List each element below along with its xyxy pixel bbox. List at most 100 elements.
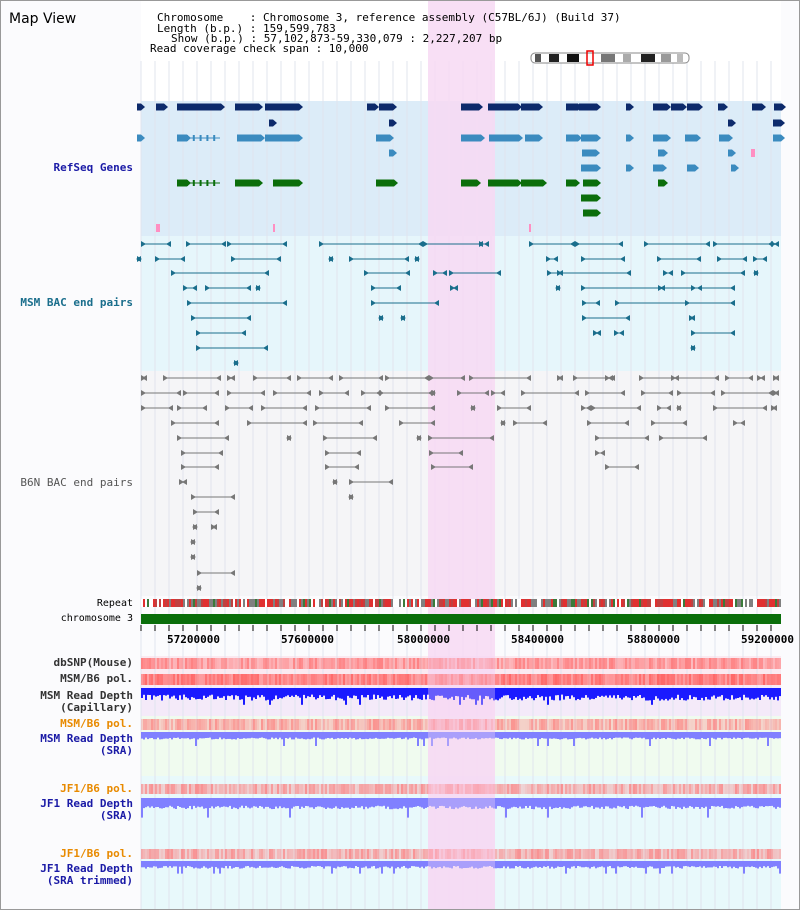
track-label-msm-depth-sra[interactable]: MSM Read Depth [40,732,133,745]
jf1-depth-trim-bar [343,861,345,867]
repeat-element [631,599,633,607]
jf1-pol-cell [553,784,555,794]
msm-depth-cap-bar [591,688,593,699]
jf1-pol-cell [551,784,553,794]
track-label-dbsnp[interactable]: dbSNP(Mouse) [53,656,133,669]
msm-depth-cap-bar [345,688,347,705]
msm-depth-sra-bar [199,732,201,739]
jf1-pol-cell [381,784,383,794]
refseq-gene [719,134,729,142]
jf1-pol-cell [499,784,501,794]
jf1-pol2-cell [555,849,557,859]
msm-depth-sra-bar [723,732,725,738]
jf1-pol-cell [397,784,399,794]
jf1-depth-trim-bar [257,861,259,868]
jf1-depth-sra-bar [417,798,419,806]
jf1-pol2-cell [485,849,487,859]
repeat-element [695,599,697,607]
msm-pol2-cell [551,719,553,730]
dbsnp-cell [419,658,421,669]
track-label-jf1-pol-1[interactable]: JF1/B6 pol. [60,782,133,795]
track-label-b6n-bac[interactable]: B6N BAC end pairs [20,476,133,489]
track-label-refseq[interactable]: RefSeq Genes [53,161,133,174]
msm-pol2-cell [777,719,779,730]
msm-pol2-cell [655,719,657,730]
msm-pol2-cell [637,719,639,730]
repeat-element [643,599,645,607]
b6n-bac-pair-end [202,405,207,411]
jf1-depth-sra-bar [271,798,273,810]
track-label-jf1-depth-trim[interactable]: JF1 Read Depth [40,862,133,875]
msm-pol2-cell [141,719,143,730]
refseq-gene-arrow [597,134,601,142]
msm-depth-sra-bar [193,732,195,739]
repeat-element [509,599,511,607]
msm-pol-cell [583,674,585,685]
dbsnp-cell [347,658,349,669]
jf1-depth-trim-bar [613,861,615,869]
jf1-pol-cell [587,784,589,794]
msm-pol-cell [713,674,715,685]
msm-bac-pair-end [276,256,281,262]
msm-pol2-cell [743,719,745,730]
msm-depth-cap-bar [205,688,207,698]
dbsnp-cell [397,658,399,669]
jf1-pol-cell [301,784,303,794]
jf1-pol2-cell [241,849,243,859]
b6n-bac-pair-end [253,375,258,381]
msm-depth-cap-bar [425,688,427,700]
b6n-bac-pair-end [431,464,436,470]
msm-pol-cell [265,674,267,685]
jf1-depth-sra-bar [223,798,225,807]
jf1-depth-sra-bar [657,798,659,808]
repeat-element [565,599,567,607]
msm-depth-cap-bar [399,688,401,695]
jf1-depth-sra-bar [627,798,629,809]
b6n-bac-pair-end [624,420,629,426]
msm-depth-cap-bar [413,688,415,698]
jf1-pol2-cell [769,849,771,859]
msm-bac-pair-end [717,256,722,262]
track-label-jf1-depth-sra[interactable]: JF1 Read Depth [40,797,133,810]
jf1-depth-trim-bar [747,861,749,867]
msm-pol-cell [425,674,427,685]
refseq-gene-arrow [781,119,785,127]
msm-depth-sra-bar [305,732,307,740]
jf1-depth-trim-bar [249,861,251,868]
refseq-gene-arrow [683,103,687,111]
track-label-msm-pol-2[interactable]: MSM/B6 pol. [60,717,133,730]
msm-bac-pair-end [180,256,185,262]
jf1-depth-sra-bar [631,798,633,806]
jf1-depth-trim-bar [671,861,673,874]
dbsnp-cell [491,658,493,669]
repeat-element [395,599,397,607]
track-label-jf1-pol-2[interactable]: JF1/B6 pol. [60,847,133,860]
jf1-depth-sra-bar [693,798,695,809]
msm-depth-cap-bar [777,688,779,701]
msm-depth-sra-bar [525,732,527,738]
msm-pol-cell [649,674,651,685]
msm-pol-cell [589,674,591,685]
dbsnp-cell [707,658,709,669]
refseq-gene [653,134,667,142]
jf1-depth-trim-bar [691,861,693,867]
jf1-pol-cell [611,784,613,794]
dbsnp-cell [559,658,561,669]
jf1-pol-cell [405,784,407,794]
jf1-pol2-cell [173,849,175,859]
track-label-msm-pol-1[interactable]: MSM/B6 pol. [60,672,133,685]
jf1-depth-trim-bar [155,861,157,867]
jf1-pol-cell [191,784,193,794]
track-label-msm-depth-cap[interactable]: MSM Read Depth [40,689,133,702]
msm-depth-sra-bar [637,732,639,738]
msm-depth-sra-bar [317,732,319,738]
msm-depth-sra-bar [563,732,565,739]
jf1-depth-trim-bar [437,861,439,868]
msm-depth-sra-bar [425,732,427,739]
track-label-msm-bac[interactable]: MSM BAC end pairs [20,296,133,309]
jf1-pol2-cell [519,849,521,859]
jf1-depth-sra-bar [549,798,551,807]
msm-depth-cap-bar [167,688,169,695]
jf1-pol2-cell [217,849,219,859]
